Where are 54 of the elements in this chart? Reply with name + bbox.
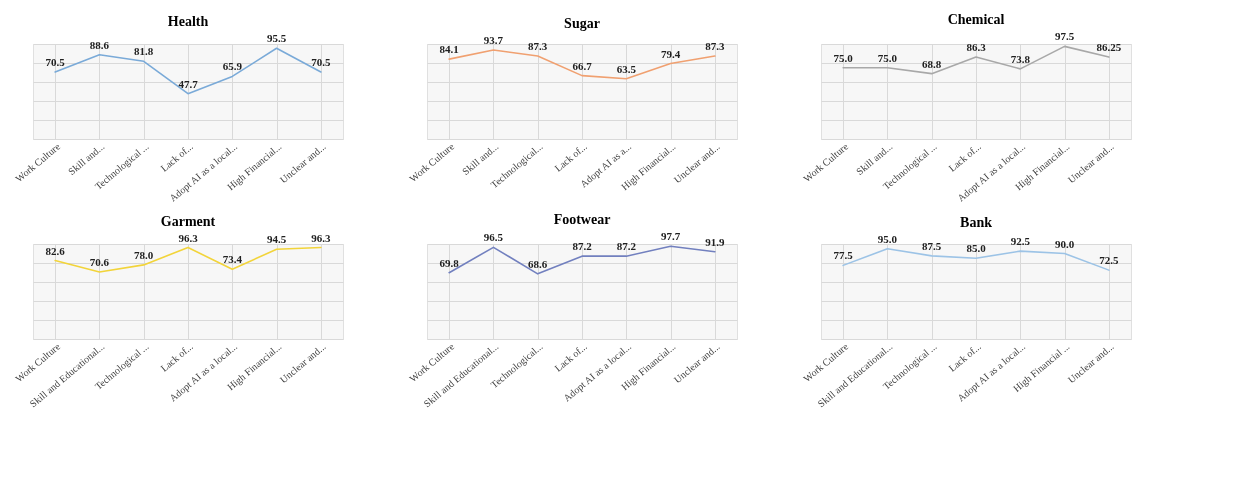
data-label: 70.6: [89, 255, 110, 268]
data-label: 77.5: [833, 249, 854, 262]
data-label: 73.4: [222, 253, 243, 266]
data-label: 95.0: [877, 232, 898, 245]
x-tick-label: Lack of...: [552, 340, 589, 374]
data-label: 97.7: [660, 230, 681, 243]
chart-title: Bank: [960, 214, 993, 230]
data-label: 95.5: [266, 32, 287, 45]
data-label: 84.1: [439, 43, 459, 56]
data-label: 69.8: [439, 256, 460, 269]
data-label: 87.2: [572, 240, 593, 253]
data-label: 86.3: [966, 41, 987, 54]
data-label: 90.0: [1054, 237, 1075, 250]
data-label: 78.0: [134, 248, 154, 261]
data-label: 73.8: [1010, 52, 1031, 65]
data-label: 87.3: [528, 40, 548, 53]
data-label: 88.6: [89, 38, 110, 51]
x-tick-label: Lack of...: [946, 140, 983, 174]
x-tick-label: Lack of...: [158, 340, 195, 374]
data-label: 92.5: [1010, 235, 1031, 248]
data-label: 79.4: [660, 47, 681, 60]
data-label: 91.9: [705, 235, 725, 248]
data-label: 96.3: [178, 231, 199, 244]
data-label: 85.0: [966, 242, 987, 255]
chart-title: Sugar: [564, 15, 600, 31]
data-label: 87.3: [705, 40, 725, 53]
x-tick-label: Lack of...: [552, 140, 589, 174]
data-label: 93.7: [483, 33, 504, 46]
data-label: 82.6: [45, 244, 66, 257]
chart-title: Garment: [160, 213, 216, 229]
data-label: 66.7: [572, 59, 593, 72]
data-label: 68.8: [922, 57, 942, 70]
data-label: 86.25: [1096, 41, 1122, 54]
data-label: 81.8: [134, 45, 154, 58]
data-label: 96.5: [483, 231, 504, 244]
data-label: 94.5: [266, 233, 287, 246]
data-label: 68.6: [528, 257, 548, 270]
data-label: 75.0: [877, 51, 898, 64]
data-label: 96.3: [311, 231, 331, 244]
chart-title: Health: [167, 14, 209, 30]
chart-title: Chemical: [947, 12, 1005, 28]
x-tick-label: Lack of...: [158, 140, 195, 174]
data-label: 63.5: [616, 62, 637, 75]
data-label: 65.9: [222, 60, 243, 73]
data-label: 70.5: [45, 56, 66, 69]
data-label: 75.0: [833, 51, 854, 64]
data-label: 87.2: [616, 240, 637, 253]
data-label: 97.5: [1054, 30, 1075, 43]
data-label: 47.7: [178, 77, 199, 90]
data-label: 72.5: [1099, 254, 1119, 267]
data-label: 70.5: [311, 56, 331, 69]
chart-title: Footwear: [553, 212, 611, 228]
x-tick-label: Lack of...: [946, 340, 983, 374]
data-label: 87.5: [922, 239, 942, 252]
